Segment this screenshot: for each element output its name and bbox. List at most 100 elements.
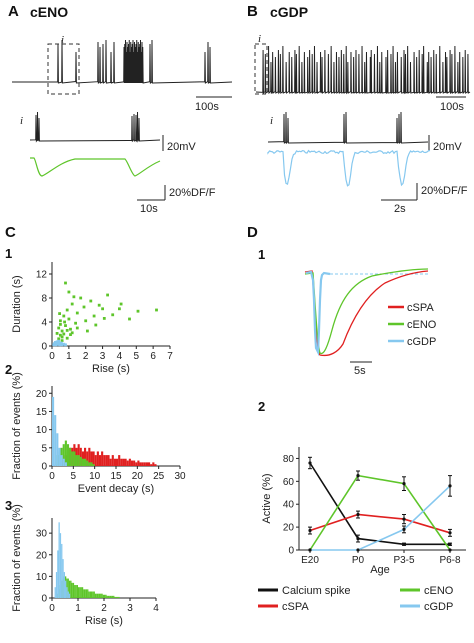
c1-point (54, 341, 57, 344)
c1-y-tick-label: 8 (41, 294, 47, 305)
panel-d1-label: 1 (258, 247, 265, 262)
c2-bar-cENO (79, 456, 82, 466)
c3-bar-cENO (87, 589, 89, 598)
c3-bar-cENO (76, 585, 78, 598)
c2-bar-cSPA (141, 462, 144, 466)
d2-legend-label: cSPA (282, 601, 309, 613)
c3-bar-cGDP (54, 587, 56, 598)
inset-label-a-bottom: i (20, 115, 23, 127)
c3-bar-cENO (72, 582, 75, 598)
c1-point (94, 323, 98, 327)
c1-point (65, 329, 69, 332)
c2-x-label: Event decay (s) (78, 483, 154, 495)
d2-point (308, 528, 312, 533)
inset-label-b-bottom: i (270, 115, 273, 127)
c2-y-tick-label: 0 (41, 462, 47, 473)
c3-bar-cGDP (66, 587, 68, 598)
c3-bar-cENO (98, 593, 101, 598)
c2-x-tick-label: 20 (132, 471, 144, 482)
c3-y-tick-label: 0 (41, 594, 47, 605)
c1-point (79, 296, 83, 300)
scale-a-df: 20%DF/F (169, 187, 216, 199)
c2-bar-cGDP (52, 396, 55, 466)
c2-bar-cSPA (81, 451, 84, 466)
c2-bar-cSPA (122, 458, 125, 466)
c1-point (59, 319, 62, 323)
c3-bar-cGDP (57, 550, 59, 598)
c3-x-label: Rise (s) (85, 615, 123, 627)
c1-y-tick-label: 12 (36, 270, 48, 281)
c3-bar-cENO (107, 595, 110, 598)
c2-x-tick-label: 25 (153, 471, 165, 482)
c1-point (64, 343, 67, 347)
c3-bar-cGDP (61, 543, 63, 598)
c2-bar-cSPA (130, 460, 134, 466)
c3-x-tick-label: 2 (101, 603, 107, 614)
c3-bar-cENO (94, 593, 97, 598)
c2-x-tick-label: 30 (174, 471, 186, 482)
d2-x-tick-label: E20 (301, 555, 319, 566)
c2-bar-cENO (71, 451, 74, 466)
c2-bar-cENO (69, 447, 72, 466)
c2-bar-cSPA (111, 455, 114, 466)
c1-point (59, 341, 63, 345)
c3-bar-cGDP (62, 559, 64, 598)
c2-bar-cENO (66, 444, 70, 466)
d2-line-Calcium spike (309, 462, 450, 546)
c2-bar-cENO (90, 462, 93, 466)
c2-bar-cGDP (60, 455, 63, 466)
c3-bar-cENO (113, 595, 115, 598)
c2-bar-cSPA (94, 455, 97, 466)
c2-bar-cSPA (154, 464, 157, 466)
c2-bar-cGDP (62, 458, 65, 466)
panel-a-title: cENO (30, 4, 68, 20)
inset-box-a (47, 43, 80, 95)
c2-bar-cSPA (148, 462, 151, 466)
c2-x-tick-label: 0 (49, 471, 55, 482)
c1-point (101, 307, 104, 311)
cENO-calcium-trace (30, 157, 161, 177)
c3-bar-cENO (81, 587, 84, 598)
c1-x-tick-label: 4 (117, 351, 123, 362)
c1-point (70, 302, 74, 306)
c2-bar-cENO (88, 462, 91, 466)
c1-point (89, 299, 93, 303)
c1-point (67, 290, 71, 294)
c3-y-tick-label: 20 (36, 550, 48, 561)
c1-point (59, 323, 62, 326)
c2-bar-cGDP (56, 433, 59, 466)
c3-bar-cENO (96, 593, 98, 598)
histogram-rise: 0 1 2 3 4 0 10 20 30 Rise (s) Fraction of events (… (11, 504, 159, 627)
c1-y-tick-label: 4 (41, 318, 47, 329)
d1-legend-label-cENO: cENO (407, 319, 437, 331)
c1-point (75, 326, 79, 330)
c1-x-tick-label: 1 (66, 351, 72, 362)
inset-label-b: i (258, 33, 261, 45)
c3-bar-cENO (70, 580, 72, 598)
c3-bar-cENO (105, 594, 107, 598)
c1-x-tick-label: 3 (100, 351, 106, 362)
c1-point (60, 335, 64, 339)
d2-point (356, 537, 360, 541)
normalized-traces: cSPA cENO cGDP 5s (304, 268, 437, 377)
d1-trace-cGDP (305, 270, 331, 357)
c3-bar-cENO (74, 585, 76, 598)
c2-bar-cENO (77, 455, 80, 466)
c1-point (55, 340, 59, 344)
c3-bar-cGDP (63, 572, 65, 598)
scale-a-top: 100s (195, 101, 219, 113)
c2-bar-cSPA (103, 455, 106, 466)
d2-x-tick-label: P3-5 (393, 555, 415, 566)
c3-bar-cENO (71, 582, 73, 598)
c3-bar-cENO (109, 595, 111, 598)
d2-y-tick-label: 20 (283, 523, 295, 534)
d2-line-cENO (309, 474, 451, 551)
c1-x-tick-label: 5 (134, 351, 140, 362)
c3-bar-cENO (118, 596, 120, 598)
c2-bar-cSPA (145, 462, 148, 466)
c1-x-tick-label: 2 (83, 351, 89, 362)
c3-bar-cENO (93, 591, 95, 598)
